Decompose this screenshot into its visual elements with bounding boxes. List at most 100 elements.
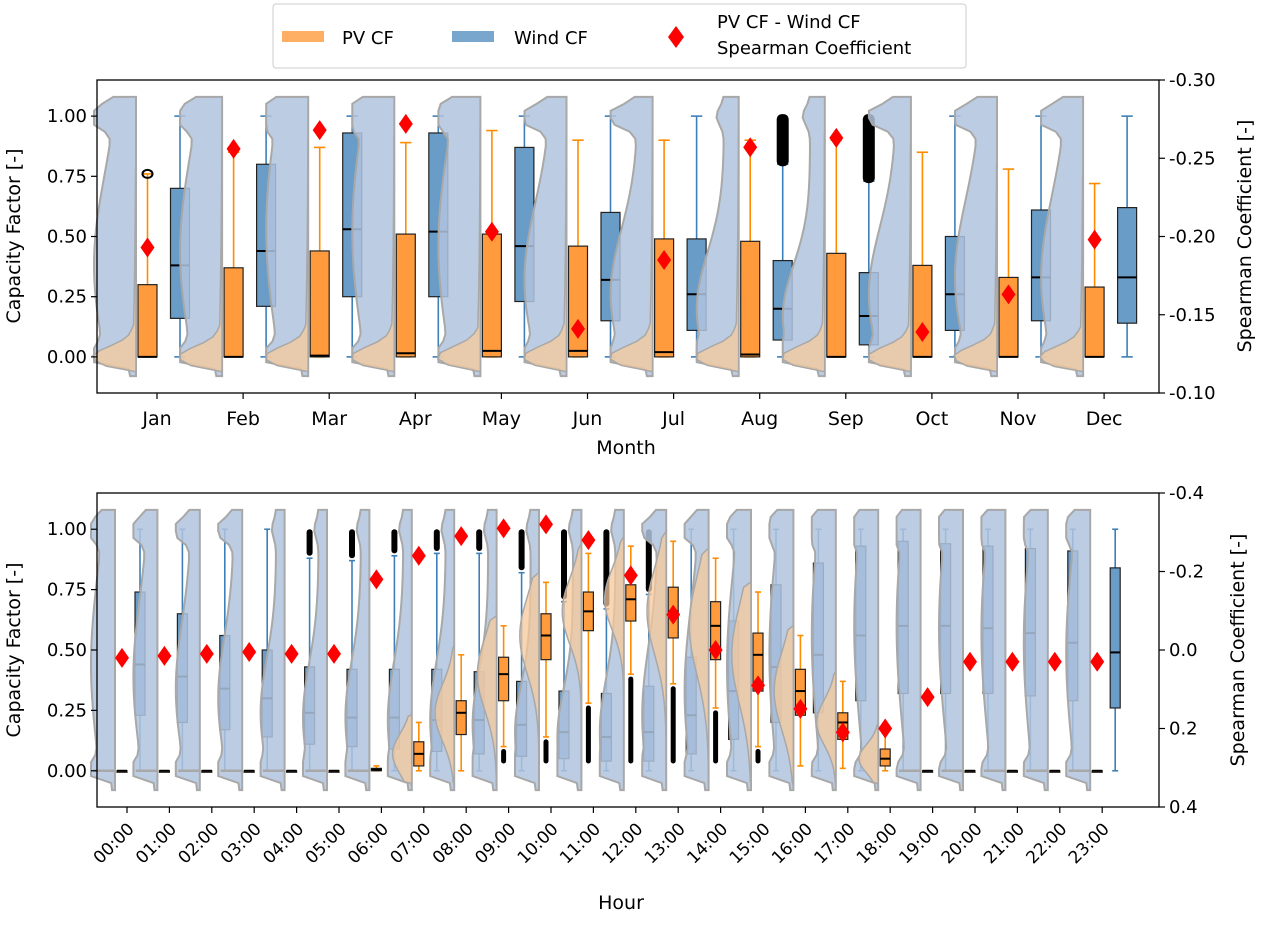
spearman-marker (1087, 229, 1102, 250)
monthly-y2-axis-label: Spearman Coefficient [-] (1234, 120, 1256, 353)
spearman-marker (878, 718, 893, 739)
monthly-panel: 0.00 0.25 0.50 0.75 1.00 -0.30 -0.25 -0.20 -0.15… (3, 70, 1256, 459)
pv-violin (561, 542, 583, 786)
y-tick-label: 0.25 (47, 287, 87, 308)
pv-outliers (670, 686, 676, 764)
pv-box (540, 613, 552, 661)
pv-outliers (543, 739, 549, 764)
pv-box (826, 252, 847, 358)
wind-violin (1065, 508, 1092, 792)
x-tick-label: 21:00 (980, 819, 1029, 868)
pv-violin (688, 547, 710, 787)
wind-violin (386, 508, 413, 792)
wind-violin (695, 95, 740, 378)
wind-violin (937, 508, 964, 792)
pv-box (1084, 286, 1105, 358)
x-tick-label: 13:00 (641, 819, 690, 868)
pv-outliers (755, 749, 761, 764)
x-tick-label: Oct (915, 408, 948, 430)
x-tick-label: 07:00 (387, 819, 436, 868)
x-tick-label: 10:00 (514, 819, 563, 868)
spearman-marker (115, 647, 129, 668)
pv-box (481, 233, 502, 358)
x-tick-label: Sep (828, 408, 864, 430)
spearman-marker (623, 565, 638, 586)
y2-tick-label: -0.2 (1169, 562, 1204, 583)
y-tick-label: 0.75 (47, 166, 87, 187)
wind-violin (954, 95, 998, 378)
x-tick-label: 05:00 (302, 819, 351, 868)
monthly-x-axis-label: Month (596, 437, 656, 459)
pv-violin (519, 571, 540, 787)
y2-tick-label: -0.25 (1169, 148, 1216, 169)
x-tick-label: 01:00 (132, 819, 181, 868)
spearman-marker (539, 514, 553, 535)
pv-violin (1038, 173, 1084, 373)
spearman-marker (751, 675, 765, 696)
legend-spearman-label-line2: Spearman Coefficient (717, 38, 911, 59)
x-tick-label: 15:00 (726, 819, 775, 868)
x-tick-label: 17:00 (811, 819, 860, 868)
y-tick-label: 0.50 (47, 640, 87, 661)
x-tick-label: Dec (1086, 408, 1123, 430)
x-tick-label: 02:00 (175, 819, 224, 868)
pv-box (309, 250, 330, 358)
wind-violin (259, 508, 286, 792)
wind-violin (781, 95, 826, 378)
spearman-marker (571, 318, 585, 339)
y-tick-label: 0.00 (47, 347, 87, 368)
pv-box (498, 656, 510, 702)
pv-violin (603, 535, 625, 786)
spearman-marker (793, 698, 808, 719)
pv-violin (265, 137, 309, 373)
x-tick-label: Jul (661, 408, 685, 430)
wind-violin (523, 95, 568, 378)
wind-violin (609, 95, 654, 378)
spearman-marker (708, 640, 723, 660)
spearman-marker (835, 722, 850, 743)
legend-pv-label: PV CF (342, 28, 394, 49)
x-tick-label: 22:00 (1023, 819, 1072, 868)
x-tick-label: 12:00 (599, 819, 648, 868)
wind-violin (437, 95, 482, 378)
x-tick-label: Apr (399, 408, 432, 430)
wind-violin (980, 508, 1007, 792)
wind-violin (93, 95, 137, 378)
spearman-marker (743, 137, 758, 158)
x-tick-label: 16:00 (768, 819, 817, 868)
wind-violin (217, 508, 244, 792)
spearman-marker (1005, 651, 1020, 672)
y2-tick-label: -0.15 (1169, 305, 1216, 326)
x-tick-label: Jun (572, 408, 603, 430)
spearman-marker (915, 321, 930, 342)
pv-violin (695, 129, 740, 373)
pv-box (879, 748, 891, 767)
pv-violin (391, 712, 413, 787)
x-tick-label: 08:00 (429, 819, 478, 868)
monthly-ticks: 0.00 0.25 0.50 0.75 1.00 -0.30 -0.25 -0.20 -0.15… (47, 70, 1216, 430)
pv-violin (781, 129, 826, 373)
x-tick-label: Jan (141, 408, 171, 430)
wind-violin (1022, 508, 1049, 792)
x-tick-label: 09:00 (471, 819, 520, 868)
spearman-marker (666, 604, 681, 625)
spearman-marker (1047, 651, 1062, 672)
hourly-y2-axis-label: Spearman Coefficient [-] (1227, 534, 1249, 767)
pv-box (740, 240, 761, 358)
wind-outliers (776, 114, 789, 167)
y-tick-label: 0.50 (47, 227, 87, 248)
x-tick-label: May (482, 408, 521, 430)
spearman-marker (1090, 651, 1105, 672)
y2-tick-label: 0.2 (1169, 719, 1198, 740)
pv-box (137, 284, 158, 358)
pv-violin (476, 615, 498, 787)
y-tick-label: 0.25 (47, 700, 87, 721)
spearman-marker (199, 643, 214, 664)
y2-tick-label: -0.4 (1169, 483, 1204, 504)
pv-violin (523, 129, 568, 373)
wind-outliers (862, 114, 875, 184)
spearman-marker (140, 237, 155, 258)
legend: PV CF Wind CF PV CF - Wind CF Spearman C… (272, 3, 967, 69)
pv-box (455, 700, 467, 736)
pv-box (223, 267, 244, 358)
